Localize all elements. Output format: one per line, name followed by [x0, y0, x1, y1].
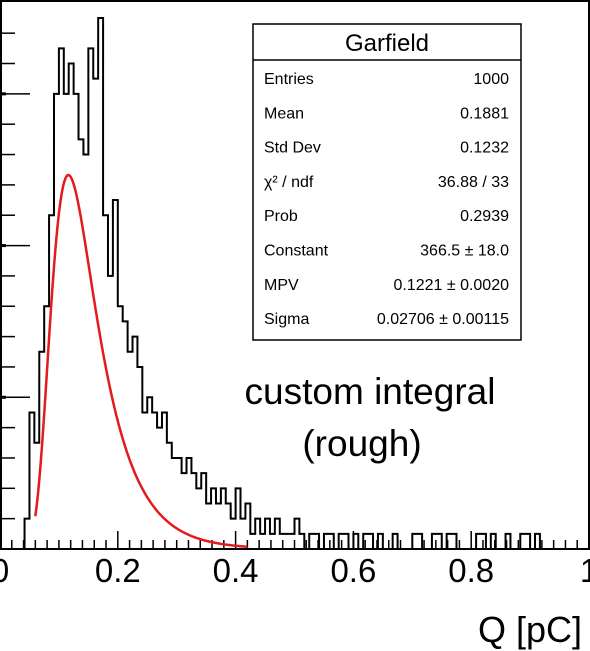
x-tick-label: 0.4: [213, 552, 259, 589]
fit-curve-group: [34, 173, 248, 549]
histogram-outline: [0, 17, 590, 550]
stats-row-label: Sigma: [264, 311, 309, 328]
stats-row-value: 0.1221 ± 0.0020: [393, 277, 509, 294]
stats-row-label: Constant: [264, 243, 329, 260]
x-tick-label: 0.6: [330, 552, 376, 589]
annotation-line-2: (rough): [302, 423, 421, 464]
stats-row-label: MPV: [264, 277, 299, 294]
stats-row-value: 1000: [473, 71, 509, 88]
x-axis-tick-labels: 0 0.2 0.4 0.6 0.8 1: [0, 552, 590, 589]
stats-row-label: Mean: [264, 105, 304, 122]
x-axis-title: Q [pC]: [478, 609, 582, 650]
x-tick-label: 1: [580, 552, 590, 589]
stats-row-label: χ² / ndf: [264, 174, 314, 191]
x-tick-label: 0.8: [448, 552, 494, 589]
stats-row-label: Prob: [264, 208, 298, 225]
x-tick-label: 0.2: [95, 552, 141, 589]
stats-box-frame: [252, 23, 522, 341]
stats-row-value: 366.5 ± 18.0: [420, 243, 509, 260]
stats-row-value: 0.2939: [460, 208, 509, 225]
x-tick-label: 0: [0, 552, 9, 589]
stats-row-value: 0.1232: [460, 140, 509, 157]
stats-box: Garfield Entries 1000 Mean 0.1881 Std Dev 0.12…: [252, 23, 522, 341]
stats-row-label: Std Dev: [264, 140, 321, 157]
stats-row-value: 0.02706 ± 0.00115: [377, 311, 509, 328]
histogram-series: [0, 17, 590, 550]
stats-row-value: 0.1881: [460, 105, 509, 122]
stats-row-label: Entries: [264, 71, 314, 88]
fit-curve: [34, 173, 248, 549]
stats-row-value: 36.88 / 33: [438, 174, 509, 191]
stats-box-title: Garfield: [345, 30, 429, 57]
annotation-line-1: custom integral: [245, 371, 496, 412]
